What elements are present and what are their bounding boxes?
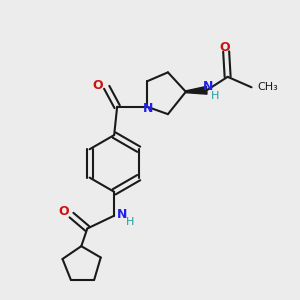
Text: CH₃: CH₃: [257, 82, 278, 92]
Text: N: N: [143, 102, 154, 115]
Text: H: H: [211, 91, 219, 101]
Text: H: H: [125, 217, 134, 227]
Text: O: O: [59, 205, 69, 218]
Text: O: O: [92, 79, 103, 92]
Text: O: O: [219, 41, 230, 54]
Text: N: N: [203, 80, 213, 93]
Polygon shape: [186, 86, 207, 94]
Text: N: N: [117, 208, 128, 221]
